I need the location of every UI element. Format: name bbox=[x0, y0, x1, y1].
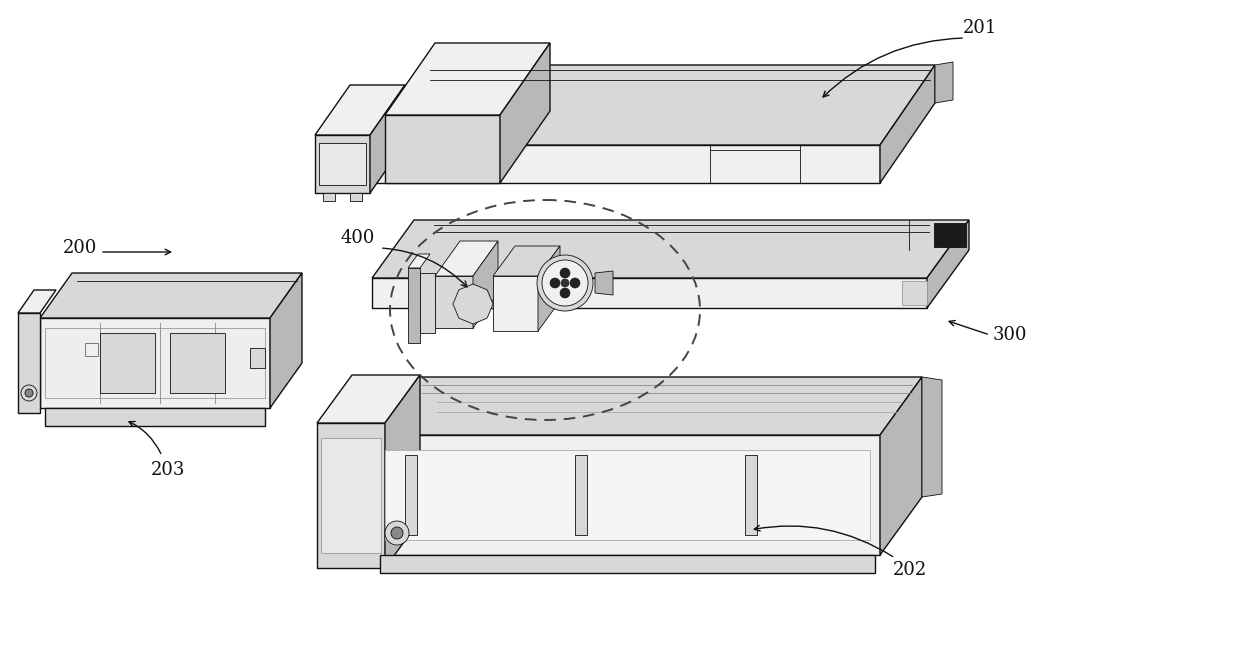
Polygon shape bbox=[317, 423, 384, 568]
Polygon shape bbox=[45, 328, 265, 398]
Polygon shape bbox=[472, 241, 498, 328]
Polygon shape bbox=[350, 193, 362, 201]
Polygon shape bbox=[86, 343, 98, 356]
Polygon shape bbox=[435, 276, 472, 328]
Polygon shape bbox=[935, 62, 954, 103]
Polygon shape bbox=[384, 375, 420, 568]
Polygon shape bbox=[453, 284, 494, 324]
Polygon shape bbox=[575, 455, 587, 535]
Polygon shape bbox=[901, 281, 928, 305]
Text: 300: 300 bbox=[993, 326, 1027, 344]
Polygon shape bbox=[40, 318, 270, 408]
Polygon shape bbox=[379, 555, 875, 573]
Polygon shape bbox=[880, 377, 923, 555]
Polygon shape bbox=[384, 450, 870, 540]
Polygon shape bbox=[928, 220, 968, 308]
Polygon shape bbox=[374, 377, 923, 435]
Polygon shape bbox=[384, 115, 500, 183]
Circle shape bbox=[560, 268, 570, 278]
Polygon shape bbox=[370, 145, 880, 183]
Polygon shape bbox=[370, 85, 405, 193]
Polygon shape bbox=[270, 273, 303, 408]
Text: 201: 201 bbox=[962, 19, 997, 37]
Polygon shape bbox=[374, 435, 880, 555]
Polygon shape bbox=[370, 65, 935, 145]
Polygon shape bbox=[435, 241, 498, 276]
Polygon shape bbox=[880, 65, 935, 183]
Text: 202: 202 bbox=[893, 561, 928, 579]
Polygon shape bbox=[500, 43, 551, 183]
Polygon shape bbox=[372, 220, 968, 278]
Polygon shape bbox=[934, 223, 966, 247]
Text: 400: 400 bbox=[341, 229, 376, 247]
Circle shape bbox=[384, 521, 409, 545]
Polygon shape bbox=[595, 271, 613, 295]
Polygon shape bbox=[40, 273, 303, 318]
Polygon shape bbox=[100, 333, 155, 393]
Circle shape bbox=[570, 278, 580, 288]
Polygon shape bbox=[745, 455, 756, 535]
Text: 203: 203 bbox=[151, 461, 185, 479]
Polygon shape bbox=[384, 43, 551, 115]
Polygon shape bbox=[321, 438, 381, 553]
Polygon shape bbox=[538, 246, 560, 331]
Polygon shape bbox=[319, 143, 366, 185]
Circle shape bbox=[560, 279, 569, 287]
Polygon shape bbox=[494, 246, 560, 276]
Circle shape bbox=[391, 527, 403, 539]
Polygon shape bbox=[322, 193, 335, 201]
Polygon shape bbox=[405, 455, 417, 535]
Polygon shape bbox=[408, 254, 430, 268]
Circle shape bbox=[542, 260, 588, 306]
Polygon shape bbox=[420, 273, 435, 333]
Polygon shape bbox=[372, 278, 928, 308]
Polygon shape bbox=[170, 333, 224, 393]
Polygon shape bbox=[45, 408, 265, 426]
Circle shape bbox=[560, 288, 570, 298]
Circle shape bbox=[551, 278, 560, 288]
Polygon shape bbox=[19, 313, 40, 413]
Circle shape bbox=[21, 385, 37, 401]
Polygon shape bbox=[317, 375, 420, 423]
Polygon shape bbox=[19, 290, 56, 313]
Circle shape bbox=[537, 255, 593, 311]
Polygon shape bbox=[494, 276, 538, 331]
Polygon shape bbox=[315, 85, 405, 135]
Polygon shape bbox=[250, 348, 265, 368]
Polygon shape bbox=[315, 135, 370, 193]
Polygon shape bbox=[923, 377, 942, 497]
Circle shape bbox=[25, 389, 33, 397]
Polygon shape bbox=[408, 268, 420, 343]
Text: 200: 200 bbox=[63, 239, 97, 257]
